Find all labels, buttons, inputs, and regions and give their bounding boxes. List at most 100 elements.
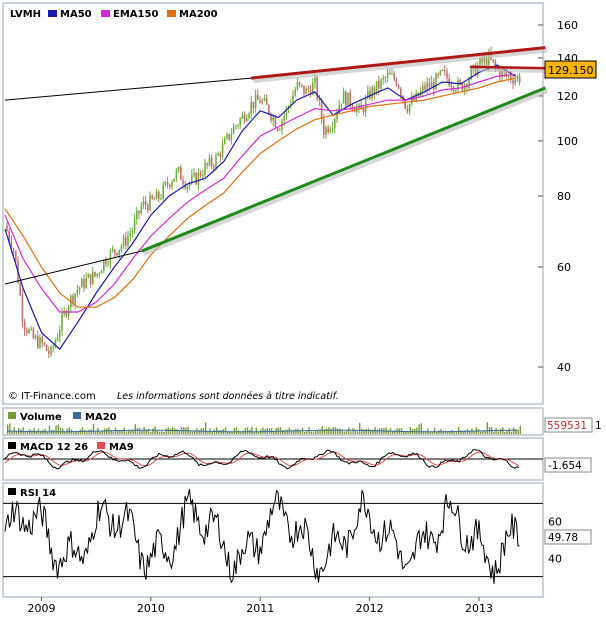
candle-body xyxy=(382,78,384,80)
candle-body xyxy=(10,240,13,250)
candle-body xyxy=(204,163,206,176)
volume-bar xyxy=(293,431,295,434)
candle-body xyxy=(345,91,347,106)
candle-body xyxy=(268,104,270,114)
candle-body xyxy=(78,287,81,290)
rsi-last-value: 49.78 xyxy=(548,532,578,544)
volume-bar xyxy=(165,428,167,434)
candle-body xyxy=(250,101,252,114)
x-tick-label: 2013 xyxy=(465,602,493,615)
candle-body xyxy=(325,127,327,135)
volume-bar xyxy=(372,429,374,434)
candle-body xyxy=(39,337,41,348)
price-candles xyxy=(6,46,521,359)
candle-body xyxy=(224,138,226,145)
candle-body xyxy=(479,58,481,66)
candle-body xyxy=(303,85,305,94)
legend-ma200-swatch xyxy=(167,10,176,17)
volume-bar xyxy=(81,427,84,434)
candle-body xyxy=(404,99,406,109)
candle-body xyxy=(19,282,21,296)
candle-body xyxy=(338,105,340,114)
x-axis: 2009 2010 2011 2012 2013 xyxy=(27,597,493,615)
volume-bar xyxy=(477,429,480,434)
candle-body xyxy=(23,321,26,331)
candle-body xyxy=(81,278,83,288)
volume-bar xyxy=(361,428,363,434)
candle-body xyxy=(444,69,446,72)
volume-bar xyxy=(59,427,62,434)
candle-body xyxy=(158,191,160,199)
rsi-tick-label: 40 xyxy=(548,552,562,565)
candle-body xyxy=(195,173,197,185)
legend-ma50: MA50 xyxy=(60,9,92,20)
volume-bar xyxy=(442,430,444,434)
volume-bar xyxy=(493,431,495,434)
candle-body xyxy=(437,74,439,76)
volume-bar xyxy=(418,424,420,434)
volume-bar xyxy=(46,431,48,434)
candle-body xyxy=(100,270,103,274)
candle-body xyxy=(463,84,466,92)
volume-bar xyxy=(244,427,246,434)
volume-bar xyxy=(48,425,51,434)
candle-body xyxy=(92,272,94,285)
candle-body xyxy=(516,76,519,80)
volume-right-label: 1 xyxy=(595,420,602,432)
volume-bar xyxy=(176,429,178,434)
volume-bar xyxy=(136,427,139,434)
candle-body xyxy=(76,289,79,294)
candle-body xyxy=(171,181,173,187)
volume-bar xyxy=(277,427,279,434)
volume-bar xyxy=(158,431,161,434)
volume-bar xyxy=(433,427,436,434)
volume-bar xyxy=(458,427,460,434)
volume-bar xyxy=(427,428,429,434)
macd-line xyxy=(4,449,520,470)
candle-body xyxy=(257,95,259,101)
volume-bar xyxy=(227,431,229,434)
candle-body xyxy=(307,88,310,90)
candle-body xyxy=(439,70,442,75)
candle-body xyxy=(298,82,301,85)
candle-body xyxy=(450,85,453,88)
candle-body xyxy=(435,74,437,90)
volume-bar xyxy=(282,429,284,434)
volume-bar xyxy=(112,431,114,434)
candle-body xyxy=(164,182,167,185)
candle-body xyxy=(149,195,151,211)
candle-body xyxy=(173,178,175,182)
trendline-long-lower xyxy=(4,250,142,285)
volume-bar xyxy=(464,430,466,434)
volume-bar xyxy=(480,431,482,434)
candle-body xyxy=(87,274,90,279)
volume-bar xyxy=(73,431,75,434)
volume-bar xyxy=(499,428,502,434)
volume-bar xyxy=(341,429,343,434)
volume-bar xyxy=(216,427,218,434)
volume-bar xyxy=(343,431,345,434)
volume-bar xyxy=(482,431,484,434)
volume-bar xyxy=(352,428,354,434)
volume-bar xyxy=(310,431,312,434)
volume-bar xyxy=(392,431,394,434)
volume-bar xyxy=(317,431,319,434)
candle-body xyxy=(433,81,435,90)
volume-bar xyxy=(242,430,244,434)
rsi-panel: 40 60 RSI 14 49.78 xyxy=(2,482,592,598)
candle-body xyxy=(276,127,279,131)
candle-body xyxy=(501,70,503,78)
candle-body xyxy=(327,127,329,133)
volume-bar xyxy=(161,431,163,434)
volume-bar xyxy=(251,427,253,434)
volume-bar xyxy=(101,431,103,434)
candle-body xyxy=(301,84,303,86)
price-legend: LVMH MA50 EMA150 MA200 xyxy=(10,9,218,20)
legend-macd-signal: MA9 xyxy=(109,442,134,453)
volume-bar xyxy=(262,427,264,434)
volume-bar xyxy=(33,428,35,434)
volume-bar xyxy=(455,431,458,434)
rsi-line xyxy=(4,488,520,585)
candle-body xyxy=(8,230,10,241)
